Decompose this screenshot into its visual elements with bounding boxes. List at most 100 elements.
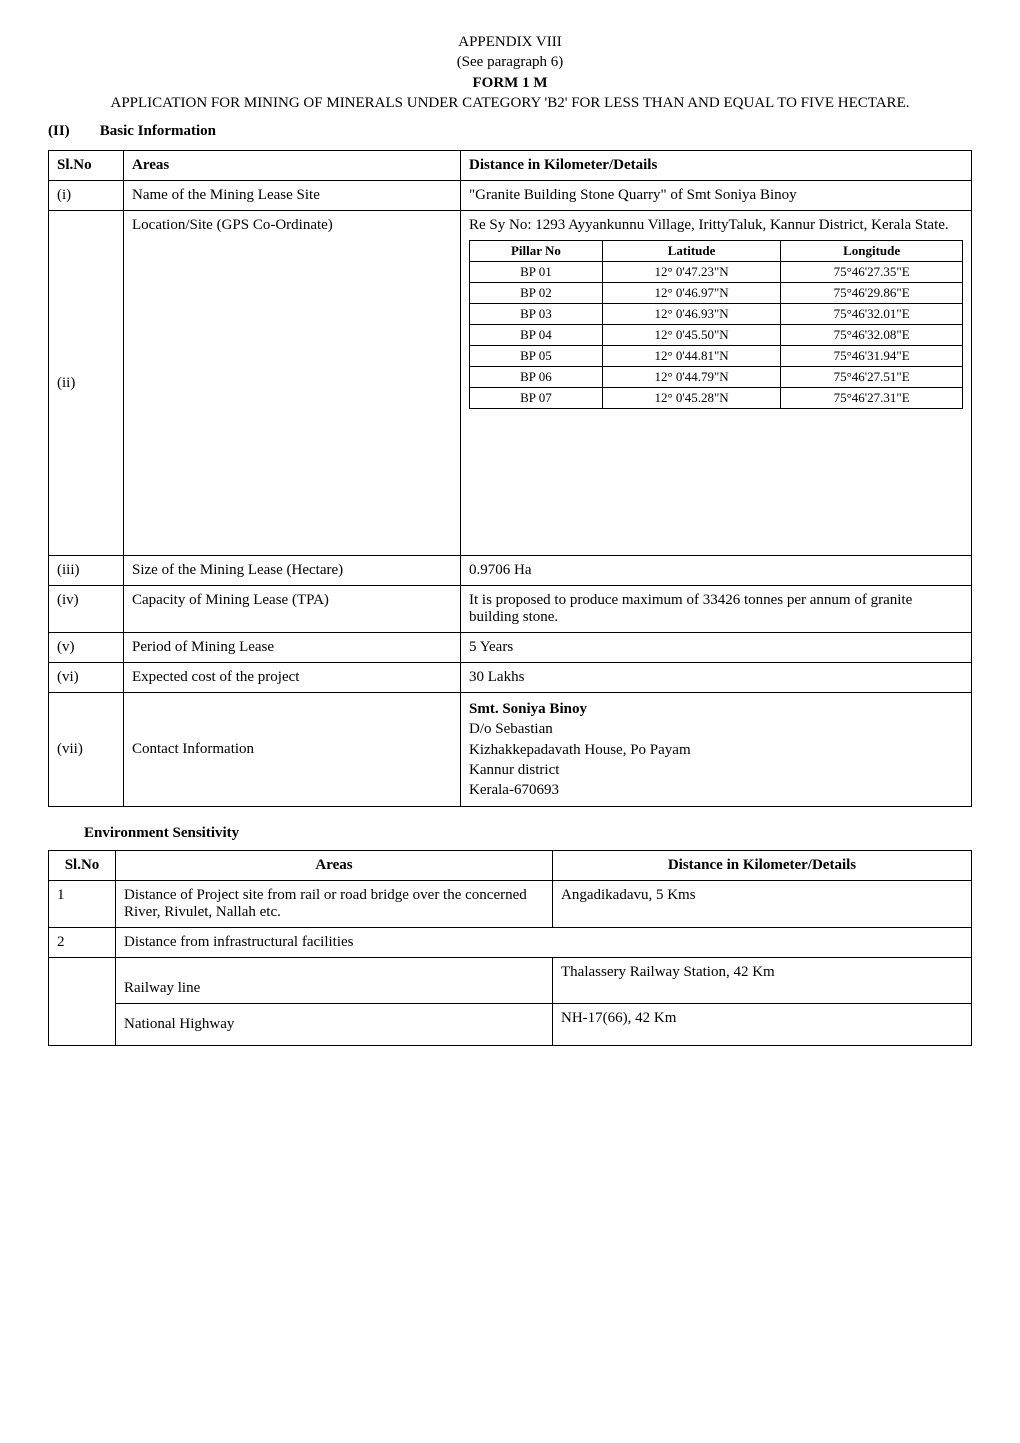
cell-slno: (iii) bbox=[49, 556, 124, 586]
contact-line: Kannur district bbox=[469, 760, 963, 780]
cell-slno: (iv) bbox=[49, 586, 124, 633]
pillar-row: BP 06 12° 0'44.79"N 75°46'27.51"E bbox=[470, 367, 963, 388]
pillar-th-lon: Longitude bbox=[781, 241, 963, 262]
table-row: (iv) Capacity of Mining Lease (TPA) It i… bbox=[49, 586, 972, 633]
cell-area: Railway line bbox=[116, 958, 553, 1004]
th-areas: Areas bbox=[124, 151, 461, 181]
cell-area: Size of the Mining Lease (Hectare) bbox=[124, 556, 461, 586]
table-row: (vi) Expected cost of the project 30 Lak… bbox=[49, 663, 972, 693]
cell-area: Period of Mining Lease bbox=[124, 633, 461, 663]
env-sensitivity-table: Sl.No Areas Distance in Kilometer/Detail… bbox=[48, 850, 972, 1046]
th-details: Distance in Kilometer/Details bbox=[553, 851, 972, 881]
pillar-no: BP 07 bbox=[470, 388, 603, 409]
cell-detail: 5 Years bbox=[461, 633, 972, 663]
pillar-no: BP 03 bbox=[470, 304, 603, 325]
pillar-row: BP 01 12° 0'47.23"N 75°46'27.35"E bbox=[470, 262, 963, 283]
pillar-no: BP 02 bbox=[470, 283, 603, 304]
pillar-lon: 75°46'27.31"E bbox=[781, 388, 963, 409]
cell-detail: It is proposed to produce maximum of 334… bbox=[461, 586, 972, 633]
pillar-no: BP 05 bbox=[470, 346, 603, 367]
cell-detail: "Granite Building Stone Quarry" of Smt S… bbox=[461, 181, 972, 211]
pillar-row: BP 07 12° 0'45.28"N 75°46'27.31"E bbox=[470, 388, 963, 409]
contact-line: Smt. Soniya Binoy bbox=[469, 699, 963, 719]
cell-detail: Thalassery Railway Station, 42 Km bbox=[553, 958, 972, 1004]
pillar-lon: 75°46'32.01"E bbox=[781, 304, 963, 325]
cell-detail-contact: Smt. Soniya Binoy D/o Sebastian Kizhakke… bbox=[461, 693, 972, 807]
pillar-lat: 12° 0'45.28"N bbox=[602, 388, 780, 409]
section-row: (II) Basic Information bbox=[48, 123, 972, 140]
table-header-row: Sl.No Areas Distance in Kilometer/Detail… bbox=[49, 151, 972, 181]
table-row: 1 Distance of Project site from rail or … bbox=[49, 881, 972, 928]
pillar-lat: 12° 0'44.79"N bbox=[602, 367, 780, 388]
cell-slno: 2 bbox=[49, 928, 116, 958]
cell-area: Distance of Project site from rail or ro… bbox=[116, 881, 553, 928]
pillar-lat: 12° 0'46.97"N bbox=[602, 283, 780, 304]
pillar-lon: 75°46'27.35"E bbox=[781, 262, 963, 283]
cell-detail: NH-17(66), 42 Km bbox=[553, 1004, 972, 1046]
table-row: (i) Name of the Mining Lease Site "Grani… bbox=[49, 181, 972, 211]
contact-line: D/o Sebastian bbox=[469, 719, 963, 739]
contact-line: Kizhakkepadavath House, Po Payam bbox=[469, 740, 963, 760]
header-line1: APPENDIX VIII bbox=[48, 32, 972, 52]
cell-area: Capacity of Mining Lease (TPA) bbox=[124, 586, 461, 633]
spacer bbox=[469, 409, 963, 549]
pillar-row: BP 05 12° 0'44.81"N 75°46'31.94"E bbox=[470, 346, 963, 367]
header-line4: APPLICATION FOR MINING OF MINERALS UNDER… bbox=[48, 93, 972, 113]
cell-area: Name of the Mining Lease Site bbox=[124, 181, 461, 211]
cell-slno: (ii) bbox=[49, 211, 124, 556]
location-intro: Re Sy No: 1293 Ayyankunnu Village, Iritt… bbox=[469, 217, 963, 234]
table-row: National Highway NH-17(66), 42 Km bbox=[49, 1004, 972, 1046]
header-block: APPENDIX VIII (See paragraph 6) FORM 1 M… bbox=[48, 32, 972, 113]
pillar-row: BP 02 12° 0'46.97"N 75°46'29.86"E bbox=[470, 283, 963, 304]
table-row-location: (ii) Location/Site (GPS Co-Ordinate) Re … bbox=[49, 211, 972, 556]
pillar-lat: 12° 0'44.81"N bbox=[602, 346, 780, 367]
cell-slno: (vi) bbox=[49, 663, 124, 693]
contact-line: Kerala-670693 bbox=[469, 780, 963, 800]
section-num: (II) bbox=[48, 123, 96, 140]
table-row-contact: (vii) Contact Information Smt. Soniya Bi… bbox=[49, 693, 972, 807]
cell-area: National Highway bbox=[116, 1004, 553, 1046]
table-row: Railway line Thalassery Railway Station,… bbox=[49, 958, 972, 1004]
pillar-lon: 75°46'29.86"E bbox=[781, 283, 963, 304]
section-title: Basic Information bbox=[100, 123, 216, 139]
cell-detail: 0.9706 Ha bbox=[461, 556, 972, 586]
cell-detail: Angadikadavu, 5 Kms bbox=[553, 881, 972, 928]
cell-area: Location/Site (GPS Co-Ordinate) bbox=[124, 211, 461, 556]
cell-slno: (v) bbox=[49, 633, 124, 663]
pillar-lat: 12° 0'47.23"N bbox=[602, 262, 780, 283]
cell-area: Contact Information bbox=[124, 693, 461, 807]
table-row: 2 Distance from infrastructural faciliti… bbox=[49, 928, 972, 958]
cell-detail-location: Re Sy No: 1293 Ayyankunnu Village, Iritt… bbox=[461, 211, 972, 556]
pillar-lon: 75°46'27.51"E bbox=[781, 367, 963, 388]
basic-info-table: Sl.No Areas Distance in Kilometer/Detail… bbox=[48, 150, 972, 807]
pillar-row: BP 04 12° 0'45.50"N 75°46'32.08"E bbox=[470, 325, 963, 346]
pillar-row: BP 03 12° 0'46.93"N 75°46'32.01"E bbox=[470, 304, 963, 325]
pillar-lat: 12° 0'46.93"N bbox=[602, 304, 780, 325]
th-details: Distance in Kilometer/Details bbox=[461, 151, 972, 181]
pillar-no: BP 04 bbox=[470, 325, 603, 346]
pillar-header-row: Pillar No Latitude Longitude bbox=[470, 241, 963, 262]
pillar-no: BP 06 bbox=[470, 367, 603, 388]
pillar-th-no: Pillar No bbox=[470, 241, 603, 262]
cell-slno-empty bbox=[49, 958, 116, 1046]
pillar-lat: 12° 0'45.50"N bbox=[602, 325, 780, 346]
pillar-lon: 75°46'31.94"E bbox=[781, 346, 963, 367]
th-slno: Sl.No bbox=[49, 851, 116, 881]
table-row: (iii) Size of the Mining Lease (Hectare)… bbox=[49, 556, 972, 586]
header-line3: FORM 1 M bbox=[48, 73, 972, 93]
cell-detail: 30 Lakhs bbox=[461, 663, 972, 693]
cell-slno: (vii) bbox=[49, 693, 124, 807]
cell-area: Distance from infrastructural facilities bbox=[116, 928, 972, 958]
pillar-lon: 75°46'32.08"E bbox=[781, 325, 963, 346]
table-header-row: Sl.No Areas Distance in Kilometer/Detail… bbox=[49, 851, 972, 881]
table-row: (v) Period of Mining Lease 5 Years bbox=[49, 633, 972, 663]
pillar-th-lat: Latitude bbox=[602, 241, 780, 262]
th-areas: Areas bbox=[116, 851, 553, 881]
header-line2: (See paragraph 6) bbox=[48, 52, 972, 72]
cell-slno: 1 bbox=[49, 881, 116, 928]
cell-area: Expected cost of the project bbox=[124, 663, 461, 693]
env-sensitivity-title: Environment Sensitivity bbox=[84, 825, 972, 842]
th-slno: Sl.No bbox=[49, 151, 124, 181]
cell-slno: (i) bbox=[49, 181, 124, 211]
pillar-no: BP 01 bbox=[470, 262, 603, 283]
